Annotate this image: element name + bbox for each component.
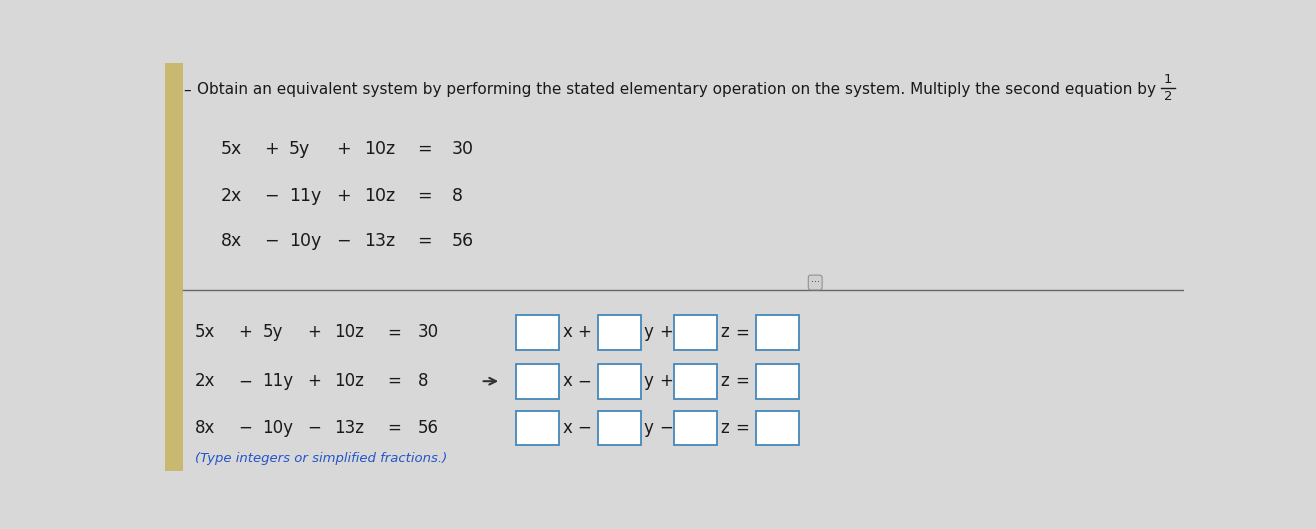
Text: 8: 8 bbox=[453, 187, 463, 205]
FancyBboxPatch shape bbox=[675, 364, 717, 398]
Text: 8x: 8x bbox=[221, 232, 242, 250]
Text: =: = bbox=[417, 187, 432, 205]
Text: 10z: 10z bbox=[365, 187, 396, 205]
FancyBboxPatch shape bbox=[516, 364, 559, 398]
Text: =: = bbox=[736, 419, 750, 437]
Text: y: y bbox=[644, 419, 654, 437]
Text: 5x: 5x bbox=[195, 323, 216, 341]
Text: 13z: 13z bbox=[334, 419, 363, 437]
Text: −: − bbox=[578, 372, 591, 390]
Text: 8x: 8x bbox=[195, 419, 216, 437]
Text: z: z bbox=[720, 323, 729, 341]
Bar bbox=[164, 63, 183, 471]
FancyBboxPatch shape bbox=[675, 315, 717, 350]
Text: 10z: 10z bbox=[334, 323, 363, 341]
Text: 5x: 5x bbox=[221, 140, 242, 158]
Text: y: y bbox=[644, 323, 654, 341]
Text: ···: ··· bbox=[811, 278, 820, 288]
Text: =: = bbox=[387, 372, 400, 390]
Text: =: = bbox=[417, 140, 432, 158]
Text: +: + bbox=[238, 323, 251, 341]
Text: (Type integers or simplified fractions.): (Type integers or simplified fractions.) bbox=[195, 452, 447, 464]
Text: −: − bbox=[578, 419, 591, 437]
Text: +: + bbox=[659, 323, 672, 341]
Text: 11y: 11y bbox=[262, 372, 293, 390]
Text: +: + bbox=[336, 140, 350, 158]
FancyBboxPatch shape bbox=[516, 315, 559, 350]
Text: +: + bbox=[659, 372, 672, 390]
Text: 10z: 10z bbox=[334, 372, 363, 390]
Text: 1: 1 bbox=[1163, 74, 1173, 86]
Text: z: z bbox=[720, 372, 729, 390]
Text: +: + bbox=[265, 140, 279, 158]
Text: −: − bbox=[336, 232, 350, 250]
Text: +: + bbox=[578, 323, 591, 341]
Text: x: x bbox=[562, 323, 572, 341]
Text: −: − bbox=[659, 419, 672, 437]
Text: 13z: 13z bbox=[365, 232, 396, 250]
Text: 10z: 10z bbox=[365, 140, 396, 158]
Text: +: + bbox=[336, 187, 350, 205]
FancyBboxPatch shape bbox=[675, 411, 717, 445]
FancyBboxPatch shape bbox=[755, 411, 799, 445]
Text: 30: 30 bbox=[417, 323, 438, 341]
FancyBboxPatch shape bbox=[597, 315, 641, 350]
Text: z: z bbox=[720, 419, 729, 437]
Text: +: + bbox=[308, 372, 321, 390]
Text: −: − bbox=[308, 419, 321, 437]
Text: 5y: 5y bbox=[262, 323, 283, 341]
Text: 56: 56 bbox=[453, 232, 474, 250]
Text: 2x: 2x bbox=[221, 187, 242, 205]
Text: 10y: 10y bbox=[262, 419, 293, 437]
Text: −: − bbox=[238, 372, 251, 390]
Text: –: – bbox=[183, 83, 191, 97]
Text: −: − bbox=[238, 419, 251, 437]
Text: y: y bbox=[644, 372, 654, 390]
Text: =: = bbox=[387, 323, 400, 341]
Text: −: − bbox=[265, 187, 279, 205]
FancyBboxPatch shape bbox=[597, 364, 641, 398]
Text: 11y: 11y bbox=[290, 187, 321, 205]
Text: x: x bbox=[562, 419, 572, 437]
Text: =: = bbox=[736, 372, 750, 390]
Text: Obtain an equivalent system by performing the stated elementary operation on the: Obtain an equivalent system by performin… bbox=[197, 83, 1157, 97]
Text: 56: 56 bbox=[417, 419, 438, 437]
Text: 10y: 10y bbox=[290, 232, 321, 250]
Text: 2: 2 bbox=[1163, 90, 1173, 103]
FancyBboxPatch shape bbox=[516, 411, 559, 445]
Text: 8: 8 bbox=[417, 372, 428, 390]
FancyBboxPatch shape bbox=[755, 315, 799, 350]
Text: =: = bbox=[387, 419, 400, 437]
Text: −: − bbox=[265, 232, 279, 250]
Text: +: + bbox=[308, 323, 321, 341]
Text: 30: 30 bbox=[453, 140, 474, 158]
FancyBboxPatch shape bbox=[597, 411, 641, 445]
FancyBboxPatch shape bbox=[755, 364, 799, 398]
Text: x: x bbox=[562, 372, 572, 390]
Text: =: = bbox=[736, 323, 750, 341]
Text: =: = bbox=[417, 232, 432, 250]
Text: 5y: 5y bbox=[290, 140, 311, 158]
Text: 2x: 2x bbox=[195, 372, 216, 390]
